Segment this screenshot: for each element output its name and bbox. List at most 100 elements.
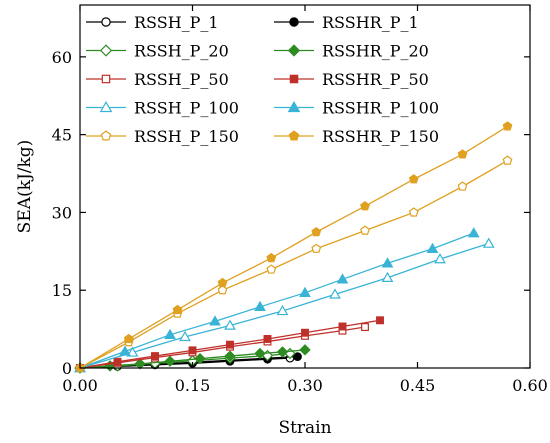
legend-item-rssh-p-50: RSSH_P_50 [86, 70, 229, 89]
y-axis-title: SEA(kJ/kg) [15, 140, 35, 234]
data-point-rssh-p-100 [126, 346, 139, 357]
series-rsshr-p-100 [74, 227, 480, 373]
data-point-rsshr-p-100 [209, 315, 221, 326]
data-point-rsshr-p-20 [224, 350, 236, 362]
series-rsshr-p-50 [76, 316, 384, 372]
data-point-rsshr-p-100 [119, 345, 131, 356]
data-point-rsshr-p-100 [299, 286, 311, 298]
data-point-rsshr-p-150 [408, 174, 419, 184]
data-point-rsshr-p-20 [194, 352, 206, 365]
legend-label: RSSHR_P_150 [322, 127, 439, 146]
data-point-rsshr-p-100 [254, 300, 266, 312]
legend-item-rssh-p-1: RSSH_P_1 [86, 13, 219, 32]
data-point-rsshr-p-150 [360, 201, 370, 211]
legend-swatch-marker [101, 74, 111, 84]
legend: RSSH_P_1 RSSHR_P_1 RSSH_P_20 RSSHR_P_20 RSSH… [86, 13, 439, 146]
data-point-rsshr-p-50 [151, 352, 159, 361]
data-point-rsshr-p-50 [338, 322, 347, 331]
data-point-rssh-p-100 [381, 271, 394, 282]
data-point-rsshr-p-50 [301, 328, 309, 337]
legend-label: RSSH_P_20 [134, 42, 229, 61]
data-point-rsshr-p-150 [172, 304, 183, 315]
y-tick-label: 60 [52, 48, 72, 67]
legend-label: RSSH_P_1 [134, 13, 219, 32]
legend-swatch-marker [287, 44, 301, 57]
series-layer [74, 121, 513, 374]
data-point-rssh-p-150 [457, 181, 468, 191]
legend-swatch-marker [289, 74, 299, 84]
data-point-rsshr-p-20 [299, 344, 311, 356]
series-rssh-p-150 [75, 155, 513, 373]
y-tick-label: 0 [62, 359, 72, 378]
legend-item-rsshr-p-20: RSSHR_P_20 [274, 42, 429, 61]
legend-label: RSSHR_P_20 [322, 42, 429, 61]
data-point-rsshr-p-20 [134, 358, 146, 370]
data-point-rsshr-p-1 [293, 352, 302, 361]
data-point-rsshr-p-20 [164, 355, 176, 367]
legend-swatch-marker [289, 17, 299, 27]
series-line-rsshr-p-150 [79, 125, 508, 369]
data-point-rssh-p-150 [266, 264, 277, 274]
legend-item-rsshr-p-100: RSSHR_P_100 [274, 99, 439, 118]
data-point-rssh-p-150 [217, 285, 228, 295]
legend-label: RSSH_P_150 [134, 127, 239, 146]
data-point-rssh-p-150 [311, 243, 322, 253]
legend-label: RSSH_P_100 [134, 99, 239, 118]
data-point-rssh-p-150 [360, 225, 370, 235]
data-point-rsshr-p-150 [502, 121, 513, 131]
series-line-rsshr-p-100 [79, 232, 474, 369]
data-point-rsshr-p-150 [457, 149, 468, 159]
data-point-rsshr-p-50 [263, 335, 272, 343]
legend-item-rsshr-p-1: RSSHR_P_1 [274, 13, 419, 32]
data-point-rsshr-p-50 [188, 346, 197, 355]
data-point-rsshr-p-150 [311, 226, 322, 237]
legend-item-rssh-p-20: RSSH_P_20 [86, 42, 229, 61]
data-point-rssh-p-100 [224, 319, 236, 330]
legend-item-rsshr-p-50: RSSHR_P_50 [274, 70, 429, 89]
y-tick-label: 30 [52, 203, 72, 222]
data-point-rsshr-p-50 [226, 340, 234, 349]
data-point-rssh-p-100 [329, 288, 341, 299]
x-tick-label: 0.45 [400, 376, 436, 395]
y-tick-label: 45 [52, 126, 72, 145]
data-point-rsshr-p-50 [113, 357, 122, 366]
legend-label: RSSHR_P_100 [322, 99, 439, 118]
data-point-rsshr-p-150 [123, 333, 134, 344]
data-point-rsshr-p-20 [276, 346, 289, 358]
series-line-rssh-p-150 [79, 160, 508, 369]
data-point-rsshr-p-100 [426, 242, 439, 253]
series-rssh-p-100 [74, 237, 495, 373]
data-point-rsshr-p-50 [376, 316, 384, 325]
x-tick-label: 0.00 [62, 376, 98, 395]
x-axis-title: Strain [278, 418, 331, 438]
data-point-rssh-p-100 [434, 253, 446, 264]
tick-layer: 0.00 0.15 0.30 0.45 0.60 0 15 30 45 60 [52, 5, 548, 395]
data-point-rssh-p-100 [179, 330, 191, 342]
series-rsshr-p-150 [75, 121, 513, 373]
data-point-rsshr-p-100 [336, 273, 349, 284]
y-tick-label: 15 [52, 281, 72, 300]
data-point-rsshr-p-100 [164, 328, 176, 340]
data-point-rssh-p-50 [361, 323, 369, 331]
legend-label: RSSH_P_50 [134, 70, 229, 89]
data-point-rssh-p-150 [502, 155, 513, 165]
legend-swatch-marker [99, 101, 113, 113]
legend-item-rssh-p-100: RSSH_P_100 [86, 99, 239, 118]
legend-swatch-marker [100, 130, 112, 141]
x-tick-label: 0.60 [512, 376, 548, 395]
legend-swatch-marker [288, 130, 300, 141]
legend-item-rssh-p-150: RSSH_P_150 [86, 127, 239, 146]
legend-item-rsshr-p-150: RSSHR_P_150 [274, 127, 439, 146]
data-point-rsshr-p-100 [467, 227, 480, 238]
legend-swatch-marker [287, 101, 301, 113]
legend-label: RSSHR_P_50 [322, 70, 429, 89]
legend-swatch-marker [101, 17, 111, 27]
data-point-rsshr-p-150 [266, 252, 277, 263]
data-point-rsshr-p-150 [217, 277, 228, 288]
data-point-rssh-p-100 [482, 237, 495, 248]
legend-label: RSSHR_P_1 [322, 13, 419, 32]
data-point-rssh-p-150 [408, 207, 419, 217]
legend-swatch-marker [99, 44, 113, 57]
x-tick-label: 0.30 [287, 376, 323, 395]
